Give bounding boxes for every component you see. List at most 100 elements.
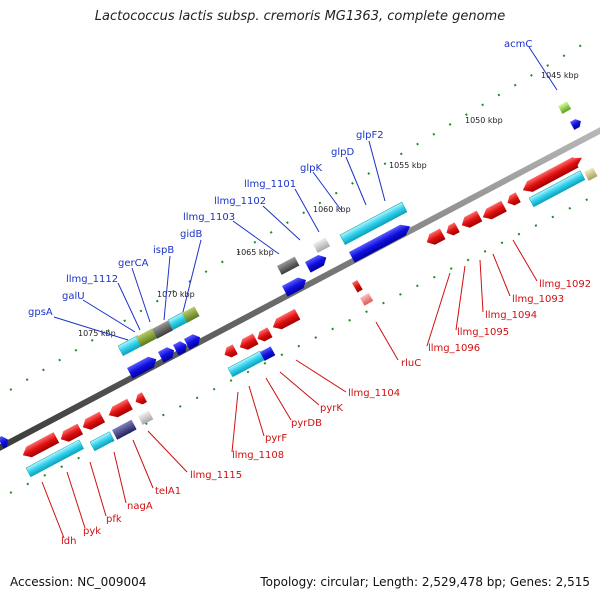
feature-pfk	[82, 411, 106, 430]
callout-line	[345, 156, 367, 206]
feature-llmg1101	[313, 237, 331, 253]
callout-line	[82, 299, 136, 333]
tick-label: 1075 kbp	[78, 329, 116, 338]
callout-line	[528, 46, 558, 91]
feature-rev-orf-1	[528, 170, 586, 208]
gene-label-llmg1095: llmg_1095	[457, 327, 509, 338]
feature-ispB-cds	[173, 341, 187, 356]
feature-pyk	[60, 423, 84, 442]
callout-line	[113, 451, 127, 504]
callout-line	[53, 316, 129, 341]
gene-label-llmg1092: llmg_1092	[539, 279, 591, 290]
callout-line	[375, 321, 399, 361]
callout-line	[312, 171, 342, 211]
feature-pyrF	[224, 344, 238, 358]
gene-label-llmg1115: llmg_1115	[190, 470, 242, 481]
callout-line	[294, 188, 320, 233]
gene-label-ldh: ldh	[61, 536, 76, 547]
callout-line	[512, 239, 538, 282]
callout-line	[248, 385, 265, 437]
feature-llmg1115-gray	[138, 410, 154, 425]
callout-line	[117, 282, 141, 331]
gene-label-pfk: pfk	[106, 514, 122, 525]
feature-nagA	[112, 419, 137, 440]
tick-label: 1055 kbp	[389, 161, 427, 170]
bottom-callouts	[41, 239, 538, 539]
feature-llmg1096	[446, 222, 460, 236]
feature-galU-cds	[127, 356, 157, 379]
tick-label: 1050 kbp	[465, 116, 503, 125]
forward-features	[0, 101, 581, 449]
gene-label-llmg1093: llmg_1093	[512, 294, 564, 305]
gene-label-llmg1112: llmg_1112	[66, 274, 118, 285]
gene-label-llmg1101: llmg_1101	[244, 179, 296, 190]
gene-label-acmC: acmC	[504, 39, 532, 50]
callout-line	[231, 391, 239, 453]
callout-line	[147, 430, 188, 473]
feature-llmg1093	[507, 192, 521, 206]
gene-label-gpsA: gpsA	[28, 307, 53, 318]
gene-label-llmg1108: llmg_1108	[232, 450, 284, 461]
feature-llmg1092	[482, 200, 507, 220]
gene-label-llmg1103: llmg_1103	[183, 212, 235, 223]
tick-label: 1065 kbp	[236, 248, 274, 257]
callout-line	[262, 205, 301, 241]
gene-label-galU: galU	[62, 291, 85, 302]
callout-line	[279, 371, 320, 406]
topology-text: Topology: circular; Length: 2,529,478 bp…	[260, 575, 590, 589]
reverse-features	[22, 156, 598, 478]
callout-line	[89, 461, 107, 517]
feature-glp-orf	[339, 201, 408, 246]
feature-rev-block-1	[522, 156, 579, 192]
tick-label: 1070 kbp	[157, 290, 195, 299]
feature-ldh	[22, 432, 60, 458]
feature-edge-cds	[0, 436, 8, 449]
feature-rev-block-2	[573, 157, 582, 166]
feature-acmC	[558, 101, 572, 114]
feature-pyr-orf-blue	[260, 346, 276, 361]
feature-acmC-cds	[570, 119, 581, 130]
feature-rluC	[352, 280, 363, 293]
gene-label-gidB: gidB	[180, 229, 202, 240]
callout-line	[163, 255, 171, 321]
callout-line	[132, 439, 154, 489]
gene-label-llmg1104: llmg_1104	[348, 388, 400, 399]
feature-llmg1103	[277, 256, 300, 275]
top-callouts	[53, 46, 558, 341]
callout-line	[426, 272, 451, 347]
feature-ispB	[152, 320, 174, 339]
feature-gidB-cds	[184, 334, 201, 350]
callout-line	[66, 471, 86, 529]
callout-line	[295, 359, 347, 393]
gene-label-nagA: nagA	[127, 501, 153, 512]
gene-label-llmg1094: llmg_1094	[485, 310, 537, 321]
map-title: Lactococcus lactis subsp. cremoris MG136…	[94, 9, 506, 24]
gene-label-ispB: ispB	[153, 245, 174, 256]
feature-rluC-pink	[360, 293, 374, 306]
callout-line	[265, 377, 292, 421]
callout-line	[455, 265, 466, 331]
bottom-gene-labels: llmg_1092 llmg_1093 llmg_1094 llmg_1095 …	[61, 279, 591, 547]
gene-label-glpK: glpK	[300, 163, 322, 174]
gene-label-llmg1102: llmg_1102	[214, 196, 266, 207]
feature-glpK-cds	[305, 254, 327, 273]
feature-llmg1115	[135, 392, 147, 405]
feature-pyrDB	[239, 333, 259, 350]
feature-pyrK	[257, 327, 273, 342]
gene-label-glpD: glpD	[331, 147, 354, 158]
feature-gidB	[182, 306, 200, 323]
accession-text: Accession: NC_009004	[10, 575, 147, 589]
gene-label-pyk: pyk	[83, 526, 101, 537]
gene-label-pyrF: pyrF	[265, 433, 287, 444]
gene-label-gerCA: gerCA	[118, 258, 149, 269]
gene-label-pyrK: pyrK	[320, 403, 343, 414]
feature-telA1	[108, 398, 133, 418]
callout-line	[232, 220, 280, 255]
gene-label-glpF2: glpF2	[356, 130, 384, 141]
feature-glp-cds	[349, 224, 411, 263]
feature-gerCA	[136, 328, 158, 347]
tick-label: 1060 kbp	[313, 205, 351, 214]
feature-llmg1095	[461, 210, 483, 228]
feature-ldh-orf	[25, 439, 85, 478]
scale-labels: 1045 kbp 1050 kbp 1055 kbp 1060 kbp 1065…	[78, 71, 579, 338]
